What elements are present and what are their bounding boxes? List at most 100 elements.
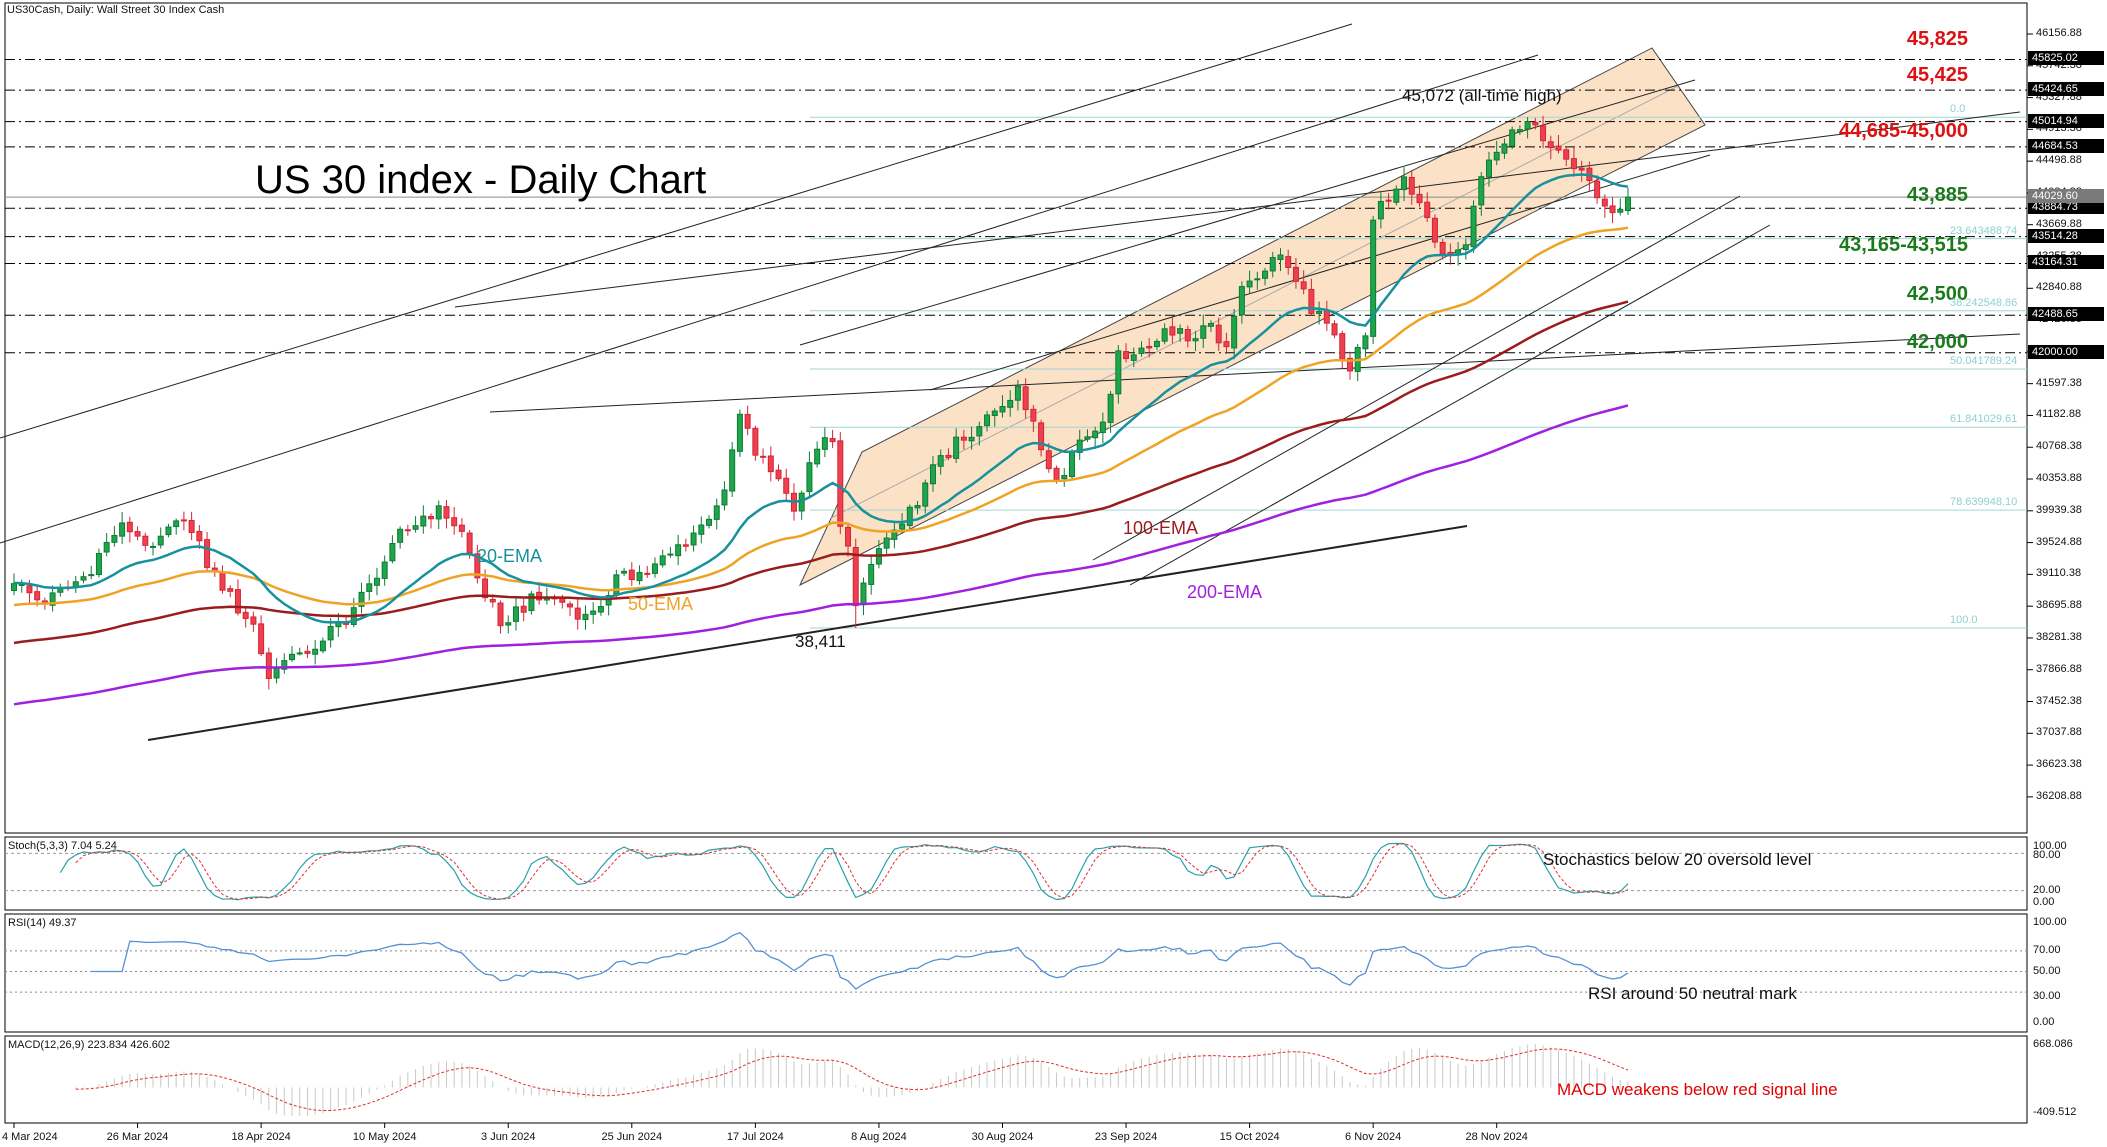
stoch-main-line [59, 842, 1629, 901]
price-axis-label: 41597.38 [2036, 376, 2082, 389]
ema100-label: 100-EMA [1123, 518, 1199, 538]
price-axis-label: 43669.88 [2036, 217, 2082, 230]
price-axis-label: 38695.88 [2036, 599, 2082, 612]
resistance-level-label: 45,425 [1906, 64, 1968, 86]
macd-panel-frame [4, 1035, 2028, 1124]
date-axis-label: 28 Nov 2024 [1465, 1131, 1528, 1143]
date-axis-label: 26 Mar 2024 [106, 1131, 169, 1143]
rsi-line [91, 931, 1629, 990]
price-level-badge: 45424.65 [2028, 82, 2104, 97]
trendline [929, 154, 1711, 391]
fib-level-label: 61.841029.61 [1950, 413, 2018, 426]
main-panel-frame [4, 2, 2028, 834]
date-axis-label: 15 Oct 2024 [1219, 1131, 1280, 1143]
rsi-indicator-header: RSI(14) 49.37 [8, 917, 77, 929]
rsi-axis-label: 0.00 [2033, 1016, 2055, 1028]
support-level-label: 43,885 [1906, 184, 1968, 206]
price-level-badge: 44684.53 [2028, 138, 2104, 153]
fib-level-label: 0.0 [1950, 103, 1966, 116]
trendline [454, 111, 2021, 308]
ema20-line [13, 173, 1629, 624]
price-level-badge: 45014.94 [2028, 113, 2104, 128]
fib-level-label: 38.242548.86 [1950, 296, 2018, 309]
ema200-line [13, 404, 1629, 706]
trendline [147, 525, 1468, 741]
rsi-axis-label: 70.00 [2033, 944, 2061, 956]
support-level-label: 42,000 [1906, 331, 1968, 353]
date-axis-label: 18 Apr 2024 [231, 1131, 291, 1143]
macd-signal-line [75, 1048, 1629, 1112]
resistance-level-label: 45,825 [1906, 28, 1968, 50]
macd-histogram [75, 1044, 1629, 1116]
macd-indicator-header: MACD(12,26,9) 223.834 426.602 [8, 1039, 171, 1051]
macd-axis-bottom-label: -409.512 [2033, 1106, 2077, 1118]
date-axis-label: 4 Mar 2024 [2, 1131, 58, 1143]
price-axis-label: 37866.88 [2036, 662, 2082, 675]
price-axis-label: 42840.88 [2036, 281, 2082, 294]
support-level-label: 42,500 [1906, 283, 1968, 305]
fib-level-label: 78.639948.10 [1950, 496, 2018, 509]
stoch-axis-label: 20.00 [2033, 884, 2061, 896]
support-zone-label: 43,165-43,515 [1838, 234, 1968, 256]
price-axis-label: 41182.88 [2036, 408, 2082, 421]
price-axis-label: 36208.88 [2036, 789, 2082, 802]
ema20-label: 20-EMA [477, 546, 543, 566]
current-price-badge: 44029.60 [2028, 189, 2104, 204]
ema50-line [13, 226, 1629, 607]
swing-low-annotation: 38,411 [795, 632, 846, 651]
price-axis-label: 44498.88 [2036, 154, 2082, 167]
fib-level-label: 100.0 [1950, 614, 1978, 626]
price-axis-label: 39110.38 [2036, 567, 2082, 580]
all-time-high-annotation: 45,072 (all-time high) [1402, 86, 1562, 105]
ascending-channel [798, 47, 1706, 587]
stoch-indicator-header: Stoch(5,3,3) 7.04 5.24 [8, 840, 117, 852]
stoch-annotation: Stochastics below 20 oversold level [1543, 850, 1812, 869]
price-level-badge: 45825.02 [2028, 51, 2104, 66]
price-axis-label: 37037.88 [2036, 726, 2082, 739]
price-axis-label: 46156.88 [2036, 27, 2082, 39]
price-axis-label: 40353.88 [2036, 472, 2082, 484]
fib-level-label: 23.643488.74 [1950, 224, 2018, 237]
rsi-annotation: RSI around 50 neutral mark [1588, 984, 1797, 1003]
ema50-label: 50-EMA [628, 594, 694, 614]
stoch-panel-frame [4, 836, 2028, 911]
date-axis-label: 3 Jun 2024 [481, 1131, 536, 1143]
symbol-title: US30Cash, Daily: Wall Street 30 Index Ca… [7, 4, 225, 16]
price-axis-label: 40768.38 [2036, 440, 2082, 453]
rsi-axis-label: 100.00 [2033, 916, 2067, 928]
stoch-axis-label: 80.00 [2033, 849, 2061, 861]
rsi-axis-label: 50.00 [2033, 965, 2061, 977]
channel-median-line [830, 85, 1679, 519]
date-axis-label: 25 Jun 2024 [601, 1131, 663, 1143]
date-axis-label: 10 May 2024 [352, 1131, 417, 1143]
macd-axis-top-label: 668.086 [2033, 1038, 2073, 1050]
macd-annotation: MACD weakens below red signal line [1557, 1080, 1838, 1099]
date-axis-label: 30 Aug 2024 [971, 1131, 1034, 1143]
price-axis-label: 36623.38 [2036, 758, 2082, 771]
price-axis-label: 38281.38 [2036, 630, 2082, 643]
date-axis-label: 17 Jul 2024 [726, 1131, 784, 1143]
rsi-axis-label: 30.00 [2033, 990, 2061, 1002]
price-level-badge: 42000.00 [2028, 344, 2104, 359]
trendline [0, 54, 1539, 544]
trendline [1129, 224, 1771, 586]
stoch-axis-label: 0.00 [2033, 896, 2055, 908]
fib-level-label: 50.041789.24 [1950, 354, 2018, 367]
trendline [0, 23, 1353, 439]
date-axis-label: 23 Sep 2024 [1094, 1131, 1158, 1143]
price-level-badge: 43884.73 [2028, 200, 2104, 215]
ema200-label: 200-EMA [1187, 582, 1263, 602]
trendline [489, 333, 2021, 413]
price-axis-label: 37452.38 [2036, 694, 2082, 707]
date-axis-label: 6 Nov 2024 [1345, 1131, 1402, 1143]
page-title: US 30 index - Daily Chart [255, 158, 707, 202]
trendline [1092, 195, 1741, 561]
trendline [799, 79, 1696, 346]
price-level-badge: 42488.65 [2028, 307, 2104, 322]
price-level-badge: 43164.31 [2028, 255, 2104, 270]
stoch-signal-line [75, 842, 1629, 900]
ema100-line [13, 300, 1629, 645]
price-axis-label: 39524.88 [2036, 535, 2082, 548]
